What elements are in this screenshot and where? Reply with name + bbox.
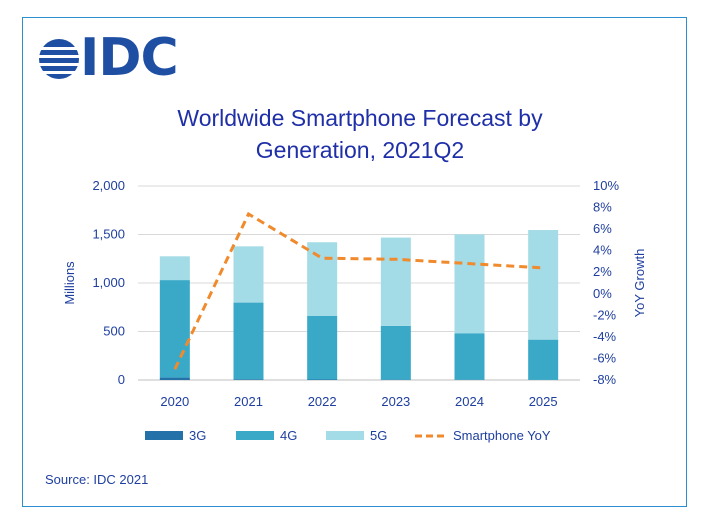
y2-tick-label: -4%	[593, 329, 617, 344]
y-tick-label: 500	[103, 324, 125, 339]
legend-swatch-4g	[236, 431, 274, 440]
y2-tick-label: -2%	[593, 307, 617, 322]
bar-3g-2020	[159, 377, 190, 380]
bar-4g-2020	[159, 280, 190, 378]
y-tick-label: 0	[118, 372, 125, 387]
bar-4g-2023	[380, 325, 411, 380]
y2-axis-title: YoY Growth	[632, 249, 647, 318]
y-tick-label: 2,000	[92, 178, 125, 193]
bar-5g-2024	[454, 234, 485, 334]
bar-4g-2021	[233, 302, 264, 380]
yoy-line	[173, 211, 544, 370]
y2-tick-label: 6%	[593, 221, 612, 236]
legend-swatch-5g	[326, 431, 364, 440]
y2-tick-label: -8%	[593, 372, 617, 387]
legend-label-yoy: Smartphone YoY	[453, 428, 551, 443]
bar-5g-2022	[307, 242, 338, 316]
bar-4g-2022	[307, 315, 338, 380]
y2-tick-label: 2%	[593, 264, 612, 279]
bar-4g-2024	[454, 333, 485, 380]
chart-title-line-2: Generation, 2021Q2	[255, 137, 465, 163]
legend-label-3g: 3G	[189, 428, 206, 443]
legend-swatch-3g	[145, 431, 183, 440]
y2-tick-label: 8%	[593, 200, 612, 215]
bar-5g-2020	[159, 256, 190, 281]
bar-5g-2021	[233, 246, 264, 303]
y2-tick-label: 0%	[593, 286, 612, 301]
x-tick-label: 2024	[455, 394, 484, 409]
source-note: Source: IDC 2021	[45, 472, 149, 487]
chart-title: Worldwide Smartphone Forecast by Generat…	[130, 102, 590, 166]
legend-label-4g: 4G	[280, 428, 297, 443]
bar-5g-2023	[380, 237, 411, 326]
legend-label-5g: 5G	[370, 428, 387, 443]
x-tick-label: 2020	[160, 394, 189, 409]
y-axis-title: Millions	[62, 261, 77, 305]
chart-title-line-1: Worldwide Smartphone Forecast by	[177, 105, 543, 131]
idc-logo-icon	[38, 39, 80, 79]
x-tick-label: 2022	[308, 394, 337, 409]
bar-5g-2025	[528, 230, 559, 340]
y-tick-label: 1,500	[92, 227, 125, 242]
y2-tick-label: 10%	[593, 178, 619, 193]
x-tick-label: 2023	[381, 394, 410, 409]
y2-tick-label: -6%	[593, 350, 617, 365]
y-tick-label: 1,000	[92, 275, 125, 290]
idc-logo-text: IDC	[80, 28, 179, 88]
x-tick-label: 2025	[529, 394, 558, 409]
y2-tick-label: 4%	[593, 243, 612, 258]
bar-3g-2021	[233, 379, 264, 380]
x-tick-label: 2021	[234, 394, 263, 409]
bar-4g-2025	[528, 339, 559, 380]
chart-frame	[22, 17, 687, 507]
